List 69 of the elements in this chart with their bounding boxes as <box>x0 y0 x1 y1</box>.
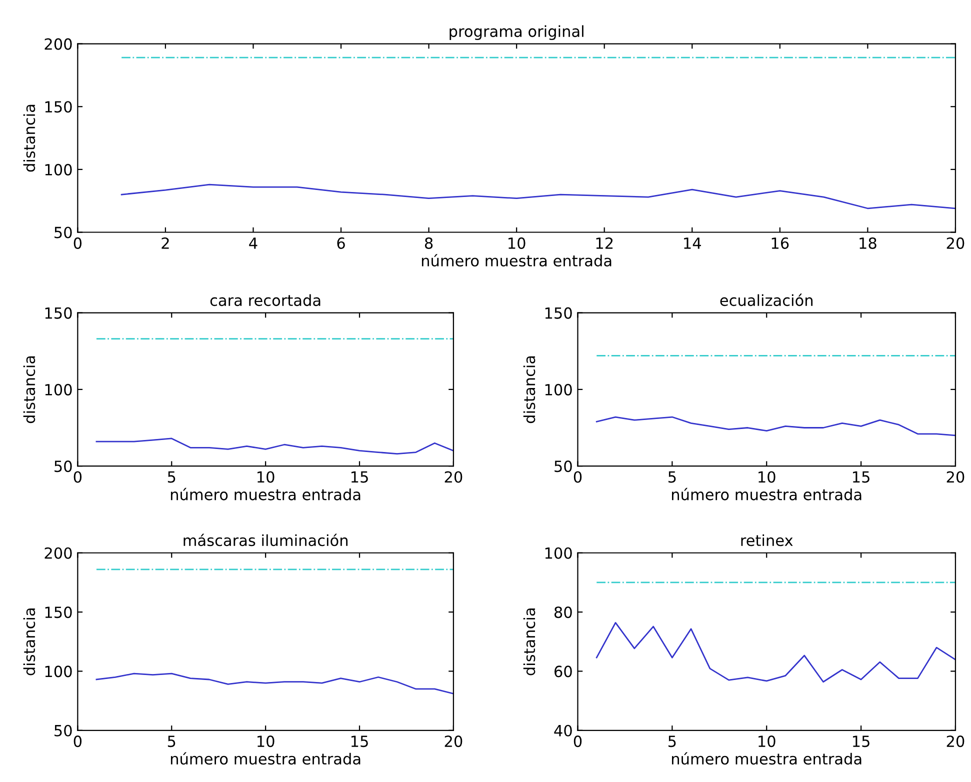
x-tick-label: 0 <box>574 471 582 483</box>
x-tick-label: 0 <box>74 471 82 483</box>
x-tick-label: 15 <box>852 471 870 483</box>
x-tick-label: 0 <box>74 736 82 748</box>
chart-title: programa original <box>450 25 584 40</box>
x-tick-label: 20 <box>946 471 964 483</box>
y-tick-label: 40 <box>554 724 572 736</box>
y-tick-label: 100 <box>545 547 572 559</box>
x-tick-label: 8 <box>424 237 433 249</box>
y-tick-label: 80 <box>554 606 572 618</box>
y-tick-label: 150 <box>45 307 72 319</box>
x-axis-title: número muestra entrada <box>170 488 360 500</box>
x-tick-label: 0 <box>74 237 82 249</box>
x-axis-title: número muestra entrada <box>422 254 612 267</box>
x-tick-label: 10 <box>758 736 776 748</box>
chart-title: cara recortada <box>210 294 320 306</box>
x-tick-label: 0 <box>574 736 582 748</box>
x-axis-title: número muestra entrada <box>672 488 862 500</box>
y-tick-label: 50 <box>54 724 72 736</box>
y-axis-title: distancia <box>523 608 536 676</box>
line-series <box>596 416 956 436</box>
x-axis-title: número muestra entrada <box>672 752 862 765</box>
x-tick-label: 15 <box>351 736 368 748</box>
x-tick-label: 4 <box>249 238 258 249</box>
y-tick-label: 100 <box>45 164 72 176</box>
y-tick-label: 100 <box>545 384 572 396</box>
x-tick-label: 15 <box>351 471 368 483</box>
x-tick-label: 2 <box>162 237 169 249</box>
x-tick-label: 10 <box>258 736 274 748</box>
y-tick-label: 50 <box>54 226 72 238</box>
line-series <box>120 184 956 210</box>
y-tick-label: 150 <box>45 101 72 113</box>
y-axis-title: distancia <box>523 356 536 424</box>
x-tick-label: 12 <box>596 237 613 249</box>
x-tick-label: 20 <box>444 471 462 483</box>
x-tick-label: 6 <box>337 237 345 249</box>
line-series <box>96 672 454 694</box>
y-tick-label: 100 <box>45 666 72 678</box>
y-axis-title: distancia <box>23 608 36 676</box>
x-tick-label: 10 <box>758 471 776 483</box>
chart-title: máscaras iluminación <box>184 534 348 546</box>
y-tick-label: 200 <box>44 547 72 559</box>
x-tick-label: 15 <box>852 736 870 748</box>
x-tick-label: 14 <box>684 238 701 249</box>
x-tick-label: 5 <box>168 471 176 483</box>
y-axis-title: distancia <box>23 104 36 172</box>
line-series <box>596 622 956 683</box>
x-tick-label: 16 <box>772 237 789 249</box>
chart-title: retinex <box>741 534 793 546</box>
x-axis-title: número muestra entrada <box>170 752 360 765</box>
x-tick-label: 5 <box>168 736 176 748</box>
y-tick-label: 50 <box>554 460 572 472</box>
y-tick-label: 150 <box>545 307 572 319</box>
x-tick-label: 20 <box>946 736 964 748</box>
y-tick-label: 50 <box>54 460 72 472</box>
x-tick-label: 10 <box>258 471 274 483</box>
y-axis-title: distancia <box>23 356 36 424</box>
x-tick-label: 20 <box>946 237 964 249</box>
y-tick-label: 200 <box>44 38 72 50</box>
y-tick-label: 150 <box>45 606 72 618</box>
y-tick-label: 60 <box>554 666 572 678</box>
x-tick-label: 18 <box>860 237 876 249</box>
x-tick-label: 5 <box>668 471 676 483</box>
x-tick-label: 20 <box>444 736 462 748</box>
line-series <box>96 438 454 455</box>
x-tick-label: 10 <box>508 237 526 249</box>
x-tick-label: 5 <box>668 736 676 748</box>
y-tick-label: 100 <box>45 384 72 396</box>
chart-title: ecualización <box>720 294 812 306</box>
